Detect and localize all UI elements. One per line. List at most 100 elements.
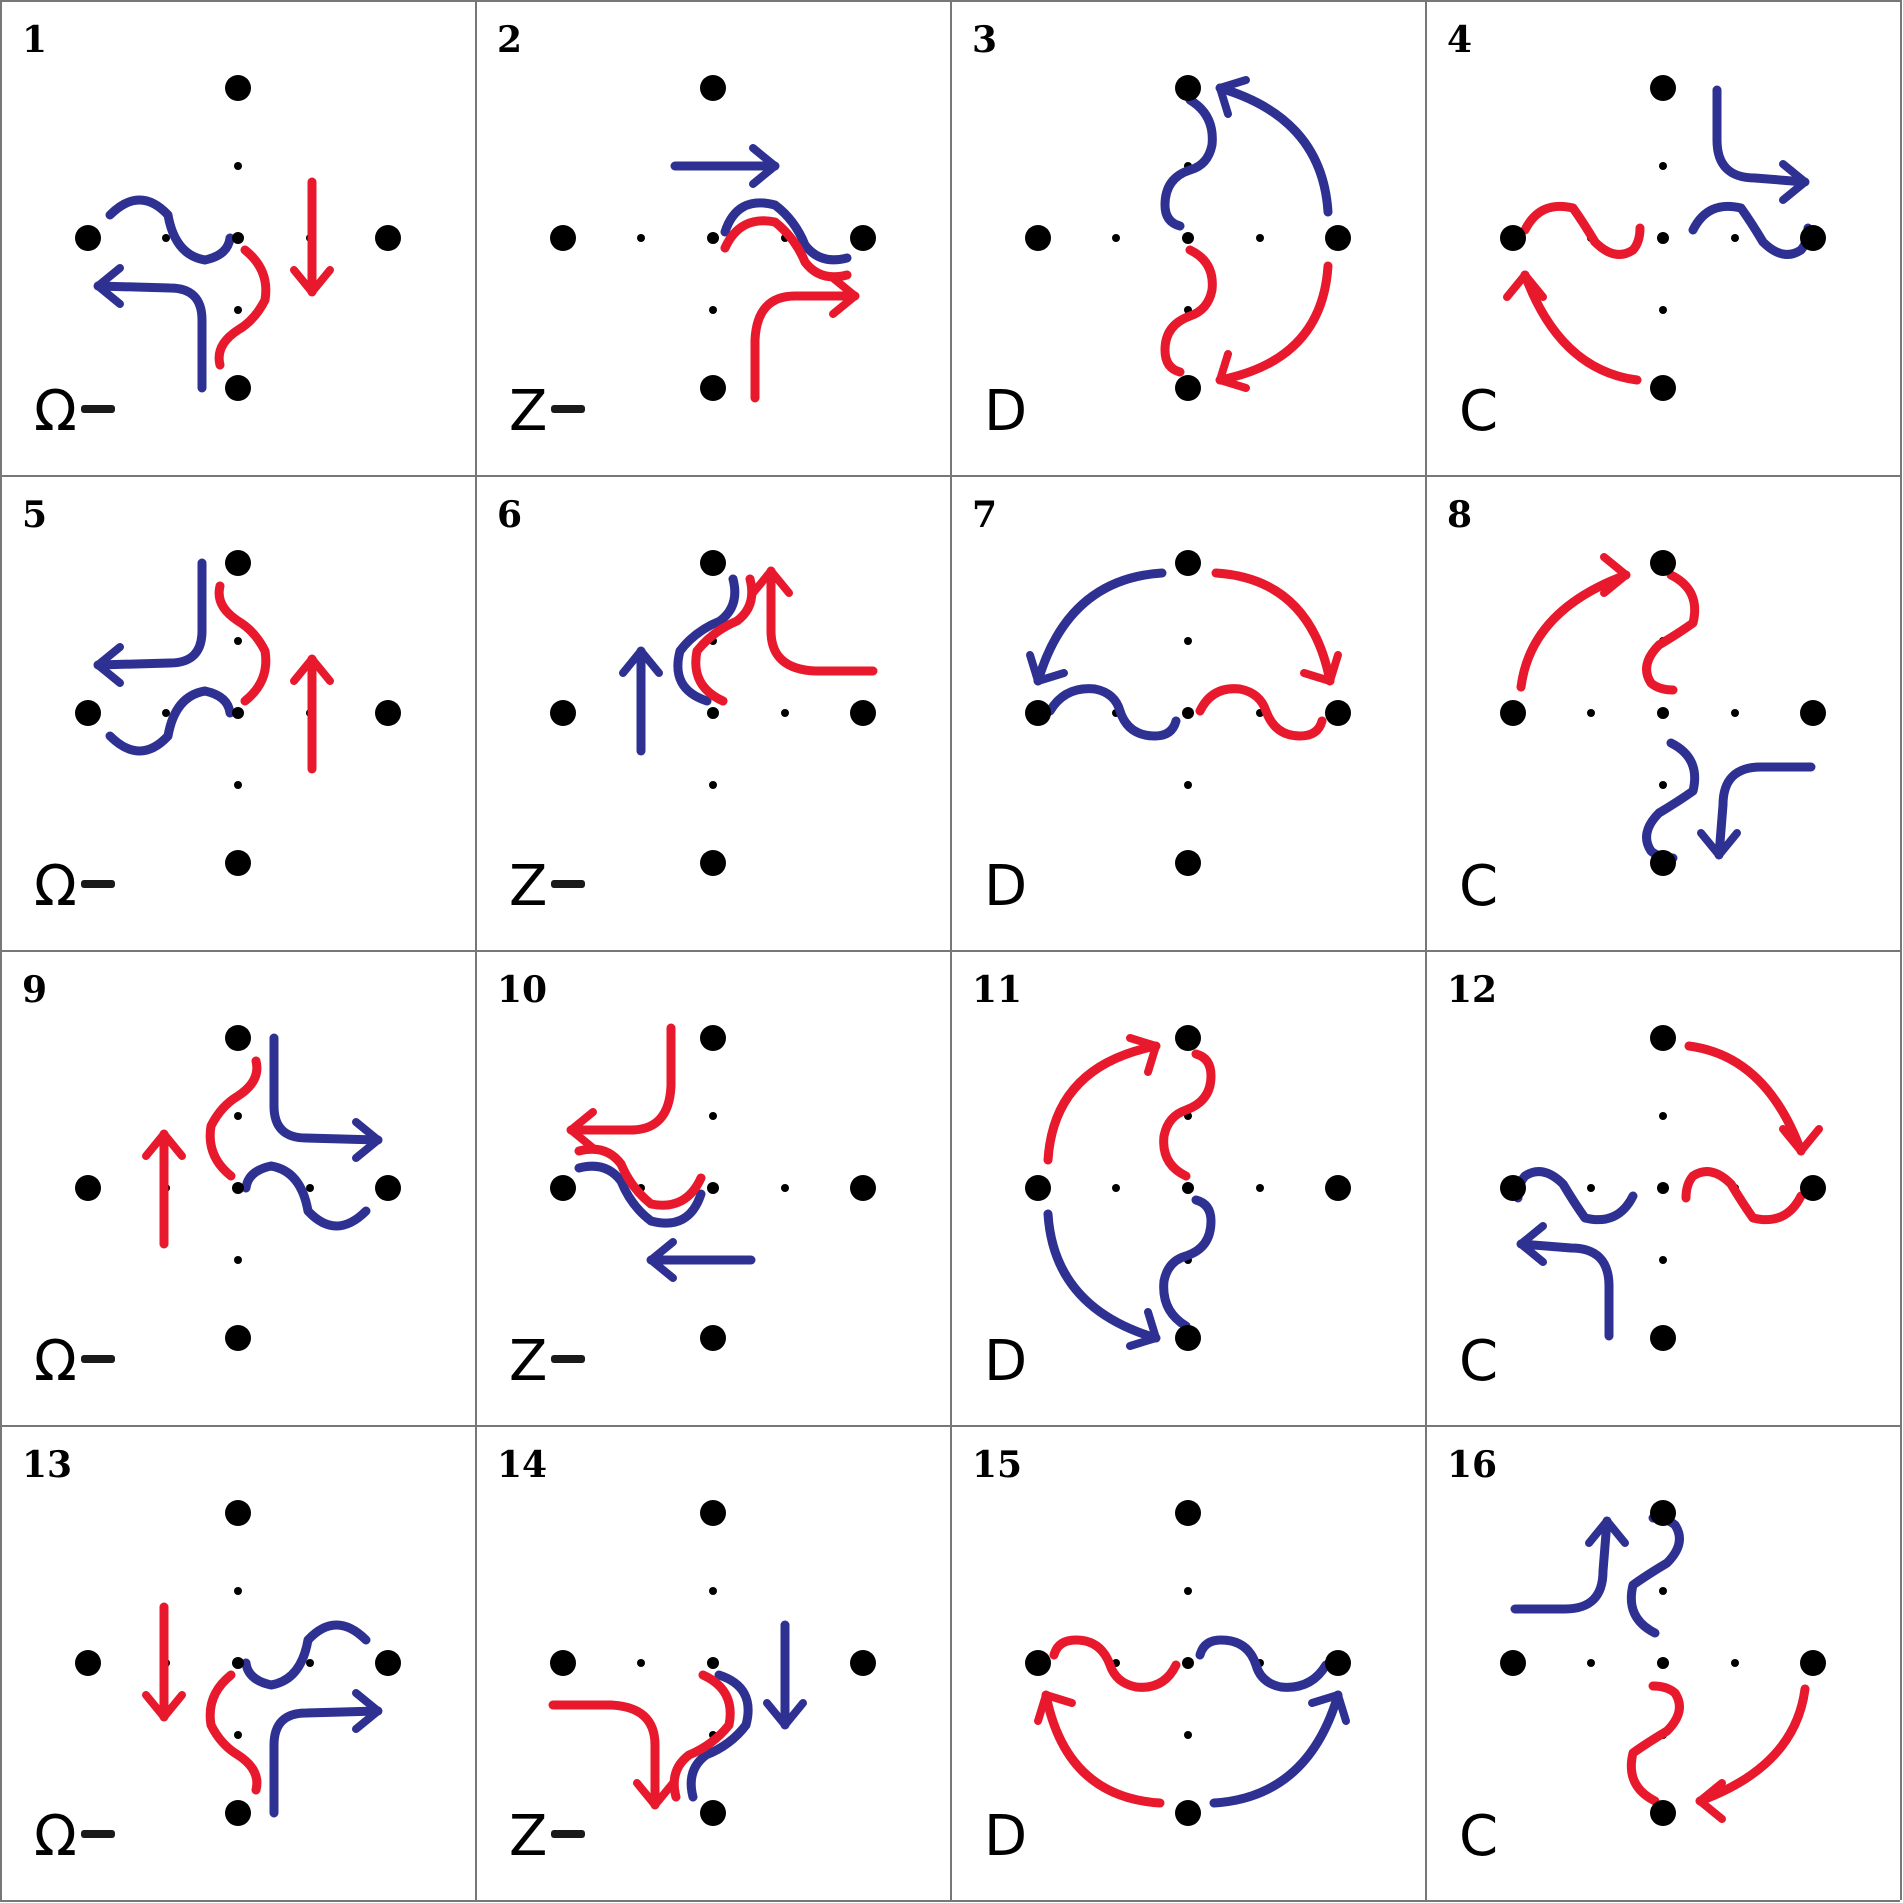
red-arrowhead (142, 1130, 186, 1160)
red-wave-curve (691, 574, 757, 706)
lattice-atom-dot (1175, 375, 1201, 401)
blue-wave-curve (574, 1161, 706, 1228)
small-lattice-dot (306, 1659, 314, 1667)
panel-diagram (1500, 1025, 1826, 1351)
red-arrow (1043, 1041, 1161, 1165)
small-lattice-dot (162, 234, 170, 242)
small-lattice-dot (234, 162, 242, 170)
blue-wave-curve (105, 686, 235, 756)
red-wave-curve (1681, 1167, 1806, 1225)
panel-number: 3 (972, 19, 998, 61)
blue-arrowhead (94, 264, 124, 308)
red-arrowhead (290, 266, 334, 296)
lattice-atom-dot (375, 1175, 401, 1201)
panel-14: 14 Z (475, 1425, 950, 1900)
red-arrow (766, 566, 878, 676)
lattice-atom-dot (1325, 1175, 1351, 1201)
center-dot (1657, 707, 1669, 719)
small-lattice-dot (1659, 1587, 1667, 1595)
small-lattice-dot (637, 1659, 645, 1667)
lattice-atom-dot (550, 700, 576, 726)
panel-diagram (1500, 550, 1826, 876)
lattice-atom-dot (225, 1325, 251, 1351)
panel-type-label: C (1459, 384, 1498, 440)
panel-type-letter: C (1459, 379, 1499, 444)
panel-diagram (1025, 75, 1351, 401)
lattice-atom-dot (75, 1175, 101, 1201)
lattice-atom-dot (1650, 375, 1676, 401)
small-lattice-dot (1184, 1731, 1192, 1739)
lattice-atom-dot (225, 375, 251, 401)
lattice-atom-dot (1325, 700, 1351, 726)
grid-line-horizontal (0, 1900, 1900, 1902)
blue-arrow (1215, 83, 1333, 217)
panel-type-label: D (984, 1334, 1027, 1390)
small-lattice-dot (1731, 234, 1739, 242)
small-lattice-dot (709, 306, 717, 314)
panel-diagram (548, 1500, 876, 1826)
blue-wave-curve (673, 574, 740, 706)
panel-diagram (550, 75, 876, 403)
lattice-atom-dot (700, 1025, 726, 1051)
red-wave-curve (214, 245, 271, 370)
lattice-atom-dot (1650, 550, 1676, 576)
small-lattice-dot (1587, 1659, 1595, 1667)
panel-number: 5 (22, 494, 48, 536)
lattice-atom-dot (700, 850, 726, 876)
blue-wave-curve (1195, 1635, 1331, 1692)
blue-arrow (1209, 1690, 1343, 1808)
red-wave-curve (1626, 1681, 1684, 1806)
small-lattice-dot (1659, 1256, 1667, 1264)
blue-arrowhead (1126, 1308, 1160, 1350)
small-lattice-dot (1184, 1587, 1192, 1595)
small-lattice-dot (234, 781, 242, 789)
small-lattice-dot (234, 306, 242, 314)
panel-number: 15 (972, 1444, 1023, 1486)
panel-number: 14 (497, 1444, 548, 1486)
panel-number: 2 (497, 19, 523, 61)
blue-wave-curve (241, 1161, 371, 1231)
lattice-atom-dot (1175, 75, 1201, 101)
panel-type-letter: C (1459, 1804, 1499, 1869)
red-wave-curve (720, 216, 852, 282)
red-arrowhead (142, 1691, 186, 1721)
red-arrowhead (1300, 651, 1342, 685)
panel-type-label: C (1459, 859, 1498, 915)
blue-arrowhead (1585, 1517, 1629, 1547)
red-wave-curve (1159, 1049, 1216, 1181)
center-dot (707, 1182, 719, 1194)
lattice-atom-dot (1650, 1800, 1676, 1826)
panel-number: 9 (22, 969, 48, 1011)
lattice-atom-dot (1650, 75, 1676, 101)
red-wave-curve (1195, 684, 1327, 741)
panel-type-letter: D (984, 1804, 1028, 1869)
lattice-atom-dot (225, 1500, 251, 1526)
lattice-atom-dot (700, 1500, 726, 1526)
center-dot (1182, 707, 1194, 719)
panel-type-letter: Z (509, 1329, 548, 1394)
small-lattice-dot (1184, 781, 1192, 789)
panel-diagram (550, 1023, 876, 1351)
panel-number: 4 (1447, 19, 1473, 61)
panel-type-letter: D (984, 1329, 1028, 1394)
lattice-atom-dot (75, 700, 101, 726)
panel-16: 16 C (1425, 1425, 1900, 1900)
small-lattice-dot (1256, 1184, 1264, 1192)
center-dot (232, 1182, 244, 1194)
blue-arrow (1033, 568, 1167, 686)
lattice-atom-dot (1325, 1650, 1351, 1676)
blue-arrowhead (619, 647, 663, 677)
lattice-atom-dot (1175, 1025, 1201, 1051)
lattice-atom-dot (550, 1175, 576, 1201)
red-arrowhead (1696, 1779, 1726, 1823)
panel-type-letter: D (984, 854, 1028, 919)
small-lattice-dot (1112, 234, 1120, 242)
red-wave-curve (1520, 201, 1645, 259)
lattice-atom-dot (1325, 225, 1351, 251)
grid-line-horizontal (0, 1425, 1900, 1427)
panel-type-label: C (1459, 1809, 1498, 1865)
red-wave-curve (1160, 245, 1217, 377)
panel-diagram (1500, 1500, 1826, 1826)
lattice-atom-dot (1500, 1650, 1526, 1676)
